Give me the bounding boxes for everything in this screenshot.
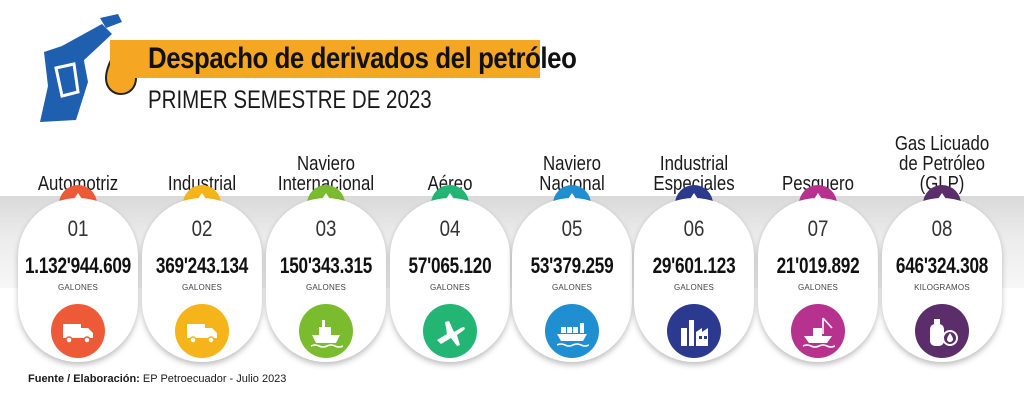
source-footer: Fuente / Elaboración: EP Petroecuador - … — [28, 373, 286, 385]
category-card: Automotriz 01 1.132'944.609 GALONES — [16, 140, 140, 370]
ship-icon — [299, 304, 353, 358]
category-card: Industrial 02 369'243.134 GALONES — [140, 140, 264, 370]
category-card: Gas Licuado de Petróleo (GLP) 08 646'324.3… — [880, 134, 1004, 370]
category-value: 369'243.134 — [155, 253, 249, 278]
category-card: Naviero Nacional 05 53'379.259 GALONES — [510, 140, 634, 370]
source-label: Fuente / Elaboración: — [28, 373, 140, 385]
category-value: 29'601.123 — [652, 253, 736, 278]
category-number: 03 — [315, 216, 337, 241]
category-number: 01 — [67, 216, 89, 241]
category-number: 06 — [683, 216, 705, 241]
category-unit: KILOGRAMOS — [914, 283, 970, 292]
category-card: Pesquero 07 21'019.892 GALONES — [756, 140, 880, 370]
category-label: Industrial Especiales — [653, 153, 735, 195]
category-value: 57'065.120 — [408, 253, 492, 278]
page-title: Despacho de derivados del petróleo — [148, 42, 577, 75]
gas-cylinder-icon — [915, 304, 969, 358]
category-unit: GALONES — [797, 283, 839, 292]
category-label: Pesquero — [782, 173, 854, 195]
category-unit: GALONES — [181, 283, 223, 292]
category-unit: GALONES — [551, 283, 593, 292]
cargo-ship-icon — [545, 304, 599, 358]
category-number: 05 — [561, 216, 583, 241]
category-value: 646'324.308 — [895, 253, 989, 278]
truck-icon — [175, 304, 229, 358]
factory-icon — [667, 304, 721, 358]
category-label: Industrial — [167, 173, 237, 195]
source-text: EP Petroecuador - Julio 2023 — [142, 373, 287, 385]
header: Despacho de derivados del petróleo PRIME… — [0, 0, 1024, 130]
category-value: 53'379.259 — [530, 253, 614, 278]
category-card: Naviero Internacional 03 150'343.315 GALONE… — [264, 140, 388, 370]
category-unit: GALONES — [673, 283, 715, 292]
category-label: Automotriz — [37, 173, 119, 195]
category-value: 150'343.315 — [279, 253, 373, 278]
category-number: 08 — [931, 216, 953, 241]
airplane-icon — [423, 304, 477, 358]
category-label: Naviero Internacional — [277, 153, 375, 195]
category-card: Aéreo 04 57'065.120 GALONES — [388, 140, 512, 370]
category-unit: GALONES — [305, 283, 347, 292]
category-number: 07 — [807, 216, 829, 241]
page-subtitle: PRIMER SEMESTRE DE 2023 — [148, 86, 432, 114]
category-unit: GALONES — [429, 283, 471, 292]
category-card: Industrial Especiales 06 29'601.123 GALONES — [632, 140, 756, 370]
category-unit: GALONES — [57, 283, 99, 292]
category-value: 1.132'944.609 — [24, 253, 132, 278]
fishing-boat-icon — [791, 304, 845, 358]
category-number: 02 — [191, 216, 213, 241]
title-bar — [110, 40, 540, 78]
truck-icon — [51, 304, 105, 358]
category-number: 04 — [439, 216, 461, 241]
category-label: Naviero Nacional — [539, 153, 605, 195]
category-value: 21'019.892 — [776, 253, 860, 278]
